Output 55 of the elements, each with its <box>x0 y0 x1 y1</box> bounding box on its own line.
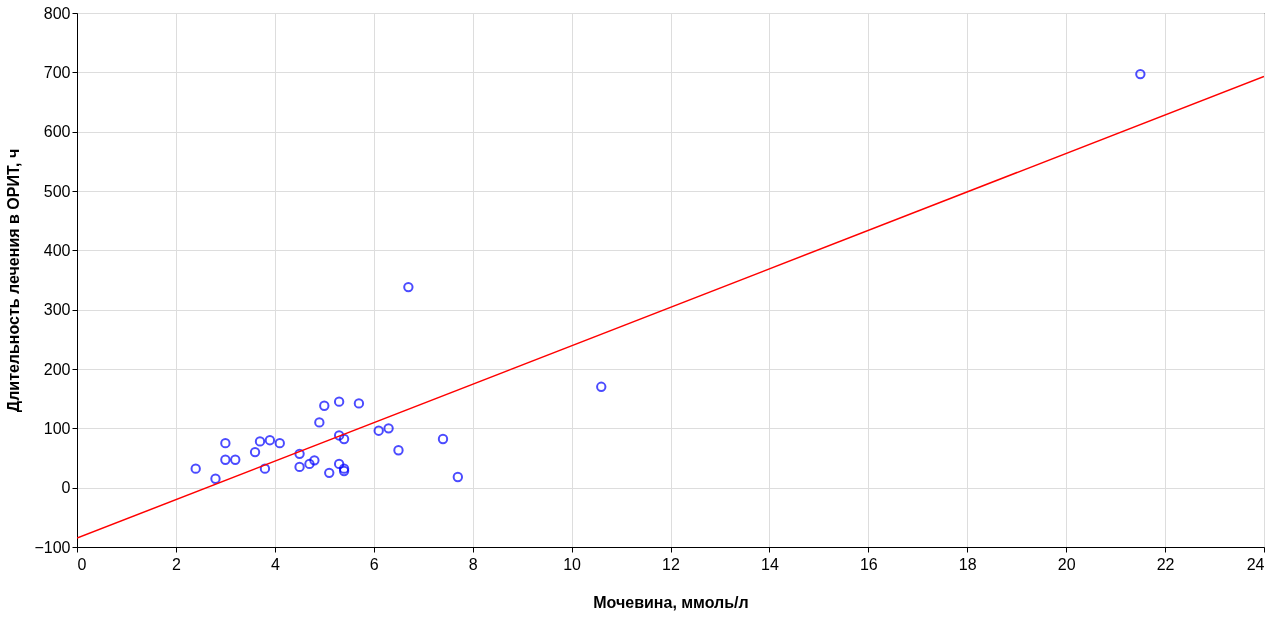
point <box>319 400 330 411</box>
y-tick-label: 600 <box>43 123 71 141</box>
y-tick-label: 100 <box>43 419 71 437</box>
y-tick-label: 200 <box>43 360 71 378</box>
x-tick-label: 16 <box>859 555 878 573</box>
point <box>373 425 384 436</box>
point <box>596 381 607 392</box>
point <box>230 454 241 465</box>
point <box>264 435 276 446</box>
point <box>452 471 464 483</box>
point <box>274 437 285 449</box>
point <box>333 396 345 407</box>
point <box>249 446 261 458</box>
point <box>220 437 231 449</box>
point <box>254 436 266 447</box>
x-axis-title: Мочевина, ммоль/л <box>593 593 749 611</box>
point <box>403 281 414 293</box>
point <box>333 430 345 441</box>
point <box>338 433 350 445</box>
x-tick-label: 24 <box>1246 555 1265 573</box>
y-tick-label: 700 <box>43 63 71 81</box>
x-tick-label: 18 <box>958 555 977 573</box>
x-tick-label: 0 <box>77 555 87 573</box>
x-tick-label: 10 <box>563 555 582 573</box>
point <box>393 445 404 456</box>
point <box>190 463 201 474</box>
point <box>294 448 305 460</box>
point <box>259 463 271 474</box>
y-tick-label: 0 <box>61 479 71 497</box>
x-tick-label: 4 <box>270 555 280 573</box>
y-tick-label: 500 <box>43 182 71 200</box>
y-tick-label: 300 <box>43 301 71 319</box>
y-tick-label: 400 <box>43 241 71 259</box>
point <box>353 398 365 409</box>
point <box>210 473 221 484</box>
point <box>333 458 345 470</box>
y-tick-label: −100 <box>34 538 71 556</box>
point <box>220 454 231 465</box>
point <box>1135 68 1146 80</box>
y-axis-title: Длительность лечения в ОРИТ, ч <box>5 148 23 413</box>
point <box>383 423 394 434</box>
x-tick-label: 2 <box>171 555 181 573</box>
x-tick-label: 22 <box>1156 555 1175 573</box>
point <box>437 433 449 445</box>
x-tick-label: 6 <box>369 555 379 573</box>
y-tick-label: 800 <box>43 4 71 22</box>
x-tick-label: 8 <box>468 555 478 573</box>
x-tick-label: 12 <box>662 555 680 573</box>
point <box>294 461 305 473</box>
x-tick-label: 14 <box>761 555 779 573</box>
point <box>314 417 325 428</box>
point <box>309 455 320 466</box>
x-tick-label: 20 <box>1057 555 1076 573</box>
point <box>324 467 335 479</box>
point <box>304 458 315 470</box>
